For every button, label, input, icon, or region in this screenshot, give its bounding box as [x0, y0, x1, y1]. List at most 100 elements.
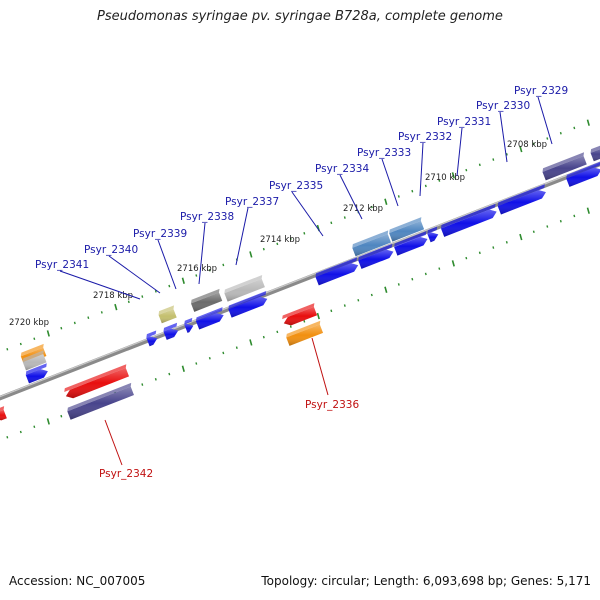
- tick-mark: [154, 290, 157, 293]
- gene-label-psyr_2329[interactable]: Psyr_2329: [514, 85, 568, 97]
- gene-label-psyr_2332[interactable]: Psyr_2332: [398, 131, 452, 143]
- tick-label: 2718 kbp: [93, 291, 133, 301]
- leader-line: [339, 174, 363, 220]
- gene-Psyr_2338-top: [195, 307, 223, 322]
- tick-mark: [559, 131, 562, 135]
- tick-mark: [411, 189, 414, 193]
- genome-backbone-highlight: [0, 161, 600, 398]
- tick-mark: [222, 351, 225, 355]
- tick-mark: [208, 268, 211, 272]
- gene-Psyr_2336-orange-shade: [286, 324, 324, 346]
- tick-mark: [384, 198, 388, 205]
- gene-Psyr_2337-top: [228, 291, 267, 310]
- gene-Psyr_2341-blue-top: [146, 330, 157, 338]
- tick-mark: [573, 214, 576, 218]
- gene-Psyr_2340-shade: [163, 328, 179, 340]
- gene-Psyr_2329-navy-top: [542, 152, 585, 172]
- gene-left-red-shade: [0, 409, 7, 421]
- tick-mark: [586, 119, 590, 126]
- tick-mark: [505, 241, 508, 244]
- leader-line: [456, 127, 463, 177]
- tick-mark: [316, 312, 320, 320]
- tick-mark: [438, 267, 441, 270]
- tick-mark: [343, 216, 346, 219]
- tick-mark: [519, 145, 523, 153]
- tick-mark: [60, 414, 63, 418]
- gene-label-psyr_2338[interactable]: Psyr_2338: [180, 211, 234, 223]
- tick-mark: [330, 309, 333, 313]
- gene-Psyr_2340-top: [163, 322, 178, 332]
- leader-line: [157, 239, 177, 290]
- tick-mark: [532, 142, 535, 146]
- gene-left-blue-top: [25, 363, 47, 375]
- leader-line: [419, 142, 424, 197]
- gene-Psyr_2331: [440, 203, 497, 237]
- gene-Psyr_2337-lightgray: [224, 275, 265, 302]
- gene-Psyr_2341-gray-top: [22, 350, 44, 362]
- gene-label-psyr_2340[interactable]: Psyr_2340: [84, 244, 138, 256]
- gene-label-psyr_2331[interactable]: Psyr_2331: [437, 116, 491, 128]
- leader-line: [499, 111, 508, 163]
- gene-Psyr_2339: [184, 317, 194, 333]
- tick-mark: [397, 283, 400, 286]
- gene-Psyr_2332: [427, 226, 439, 243]
- tick-mark: [370, 293, 373, 297]
- tick-mark: [195, 362, 198, 365]
- tick-mark: [276, 242, 279, 246]
- gene-Psyr_2340: [163, 322, 179, 340]
- gene-label-psyr_2341[interactable]: Psyr_2341: [35, 259, 89, 271]
- gene-Psyr_2334-steel: [352, 230, 391, 257]
- tick-mark: [262, 247, 265, 251]
- gene-label-psyr_2339[interactable]: Psyr_2339: [133, 228, 187, 240]
- gene-Psyr_2336-red: [282, 303, 318, 326]
- tick-mark: [127, 300, 130, 304]
- gene-Psyr_2334-steel-top: [352, 230, 389, 248]
- gene-Psyr_2338-gray-shade: [191, 292, 223, 312]
- gene-Psyr_2335-top: [315, 257, 358, 277]
- tick-mark: [451, 260, 455, 267]
- tick-mark: [181, 277, 185, 284]
- gene-Psyr_2330-shade: [497, 190, 546, 215]
- tick-rows: [6, 119, 590, 439]
- gene-Psyr_2334-top: [358, 243, 393, 261]
- label-leaders: [59, 96, 553, 466]
- gene-Psyr_2334-shade: [358, 249, 394, 269]
- gene-label-psyr_2330[interactable]: Psyr_2330: [476, 100, 530, 112]
- tick-labels: 2708 kbp 2710 kbp 2712 kbp 2714 kbp 2716 kbp…: [9, 140, 547, 328]
- tick-mark: [492, 246, 495, 249]
- gene-label-psyr_2333[interactable]: Psyr_2333: [357, 147, 411, 159]
- tick-mark: [424, 272, 427, 276]
- leader-line: [235, 207, 249, 266]
- tick-mark: [465, 168, 468, 172]
- gene-Psyr_2337-lightgray-shade: [224, 278, 265, 302]
- gene-Psyr_2331-top: [440, 203, 496, 229]
- gene-labels: Psyr_2329 Psyr_2330 Psyr_2331 Psyr_2332 Psyr…: [35, 85, 568, 480]
- accession-text: Accession: NC_007005: [9, 574, 146, 588]
- tick-mark: [262, 335, 265, 339]
- gene-Psyr_2339-olive-top: [158, 305, 174, 315]
- gene-label-psyr_2335[interactable]: Psyr_2335: [269, 180, 323, 192]
- gene-Psyr_2334-steel-shade: [352, 234, 391, 257]
- gene-Psyr_2341-orange-top: [20, 343, 44, 357]
- tick-mark: [114, 303, 118, 311]
- gene-label-psyr_2342[interactable]: Psyr_2342: [99, 468, 153, 480]
- gene-Psyr_2336-orange: [286, 320, 324, 346]
- tick-mark: [478, 251, 481, 255]
- gene-label-psyr_2337[interactable]: Psyr_2337: [225, 196, 279, 208]
- tick-mark: [249, 251, 253, 258]
- gene-label-psyr_2334[interactable]: Psyr_2334: [315, 163, 369, 175]
- gene-Psyr_2330: [497, 184, 546, 215]
- tick-mark: [586, 207, 590, 214]
- gene-Psyr_2342-navy-top: [67, 382, 132, 412]
- tick-mark: [532, 230, 535, 234]
- tick-mark: [60, 326, 63, 330]
- tick-mark: [384, 286, 388, 293]
- tick-mark: [438, 179, 441, 182]
- gene-label-psyr_2336[interactable]: Psyr_2336: [305, 399, 359, 411]
- gene-features: [0, 145, 600, 421]
- tick-mark: [154, 378, 157, 381]
- gene-Psyr_2329: [566, 161, 600, 187]
- tick-mark: [6, 347, 9, 351]
